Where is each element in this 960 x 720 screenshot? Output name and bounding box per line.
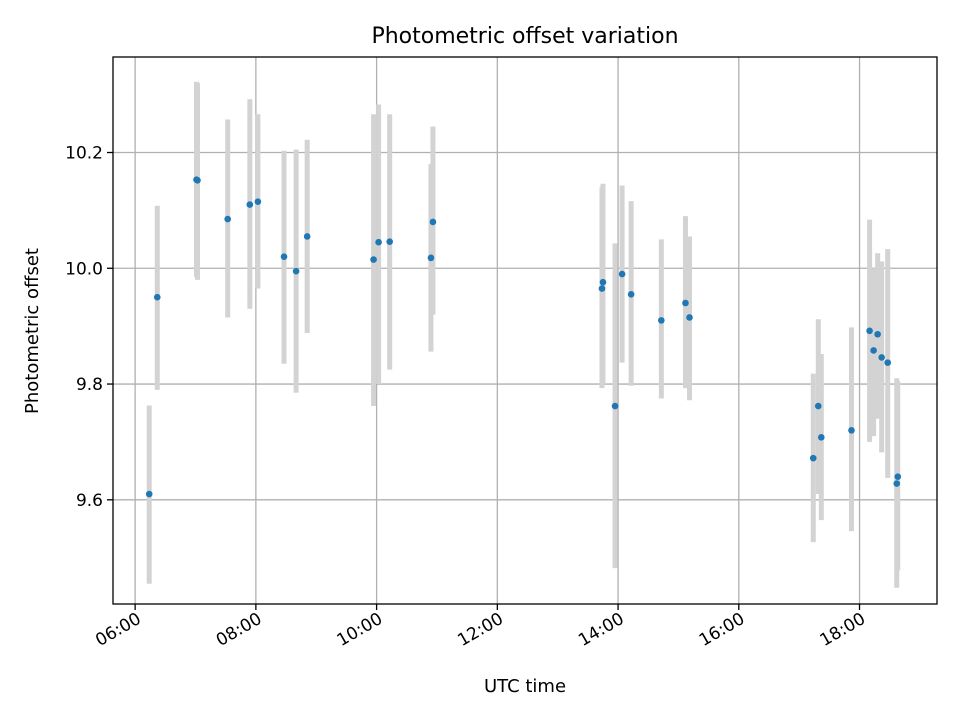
data-point: [686, 314, 693, 321]
data-point: [618, 270, 626, 278]
data-point: [866, 327, 873, 335]
data-point: [894, 473, 902, 480]
data-point: [878, 354, 885, 361]
data-point: [427, 254, 435, 262]
y-tick-label: 10.0: [65, 259, 103, 279]
data-point: [814, 402, 822, 410]
data-point: [246, 201, 254, 208]
data-point: [870, 347, 877, 354]
data-point: [224, 215, 231, 223]
data-point: [817, 433, 825, 441]
plot-frame: [112, 56, 938, 605]
data-point: [254, 198, 262, 206]
y-axis-label: Photometric offset: [22, 248, 43, 414]
data-point: [375, 238, 382, 246]
y-tick-label: 9.6: [76, 491, 103, 511]
data-point: [599, 278, 607, 286]
data-point: [627, 291, 635, 298]
data-point: [874, 330, 881, 338]
data-point: [280, 253, 288, 260]
data-point: [884, 359, 892, 366]
point-layer: [145, 176, 902, 498]
data-point: [611, 402, 619, 410]
x-axis-label: UTC time: [484, 676, 566, 697]
data-point: [145, 490, 153, 498]
data-point: [809, 454, 817, 462]
data-point: [429, 218, 437, 226]
y-tick-label: 9.8: [76, 375, 103, 395]
y-tick-label: 10.2: [65, 144, 103, 164]
data-point: [370, 256, 377, 263]
chart-title: Photometric offset variation: [371, 24, 678, 49]
data-point: [682, 299, 689, 307]
data-point: [658, 317, 665, 324]
data-point: [893, 480, 901, 487]
data-point: [386, 238, 393, 245]
data-point: [194, 176, 201, 184]
data-point: [598, 285, 606, 292]
data-point: [848, 427, 855, 434]
data-point: [292, 267, 300, 275]
data-point: [303, 233, 311, 240]
data-point: [153, 293, 161, 301]
